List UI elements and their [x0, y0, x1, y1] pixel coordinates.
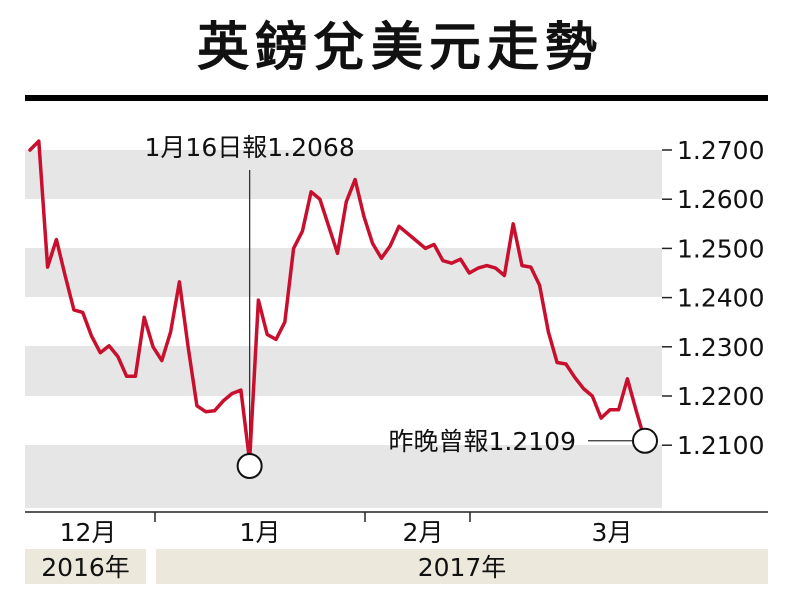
month-label: 1月 [240, 518, 281, 547]
annotation-marker [236, 453, 263, 479]
grid-band [25, 445, 662, 494]
month-label: 12月 [60, 518, 117, 547]
grid-band [25, 248, 662, 297]
y-axis-ticks: 1.2700 1.2600 1.2500 1.2400 1.2300 1.2200 1.21… [662, 136, 764, 460]
year-label: 2017年 [418, 553, 507, 582]
chart-title: 英鎊兌美元走勢 [196, 17, 603, 78]
annotation-label: 昨晚曾報1.2109 [389, 427, 576, 456]
annotation-leader-lines [248, 170, 633, 452]
grid-bands [25, 150, 662, 508]
annotation-label: 1月16日報1.2068 [145, 133, 355, 162]
year-labels: 2016年 2017年 [25, 549, 768, 584]
grid-band [25, 494, 662, 508]
y-tick-label: 1.2100 [677, 431, 764, 460]
y-tick-label: 1.2500 [677, 234, 764, 263]
y-tick-label: 1.2600 [677, 185, 764, 214]
month-labels: 12月 1月 2月 3月 [60, 512, 633, 547]
y-tick-label: 1.2400 [677, 284, 764, 313]
year-band [25, 549, 146, 584]
annotation-marker [632, 427, 658, 454]
series-line [28, 139, 647, 463]
month-label: 2月 [403, 518, 444, 547]
y-tick-label: 1.2200 [677, 382, 764, 411]
grid-band [25, 346, 662, 396]
annotation-labels: 1月16日報1.2068 昨晚曾報1.2109 [145, 133, 576, 456]
annotation-markers [236, 427, 658, 479]
year-label: 2016年 [41, 553, 130, 582]
month-label: 3月 [592, 518, 633, 547]
grid-band [25, 150, 662, 199]
title-rule [25, 95, 768, 101]
y-tick-label: 1.2300 [677, 333, 764, 362]
year-band [156, 549, 768, 584]
y-tick-label: 1.2700 [677, 136, 764, 165]
